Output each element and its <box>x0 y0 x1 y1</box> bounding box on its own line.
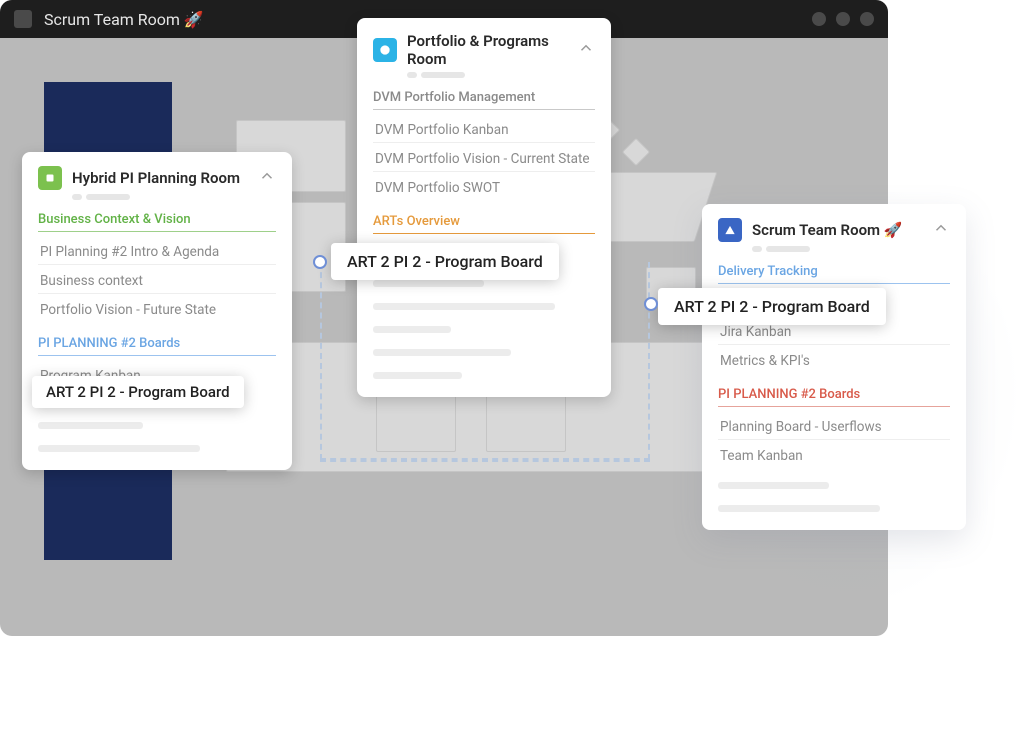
list-item[interactable]: Team Kanban <box>718 444 950 468</box>
collapse-icon[interactable] <box>932 219 950 241</box>
panel-hybrid[interactable]: Hybrid PI Planning Room Business Context… <box>22 152 292 470</box>
breadcrumb-skeleton <box>407 72 595 78</box>
connector-anchor-right <box>644 297 658 311</box>
panel-title: Scrum Team Room 🚀 <box>752 221 922 239</box>
panel-title: Hybrid PI Planning Room <box>72 169 248 187</box>
section-label: PI PLANNING #2 Boards <box>718 387 950 407</box>
list-item[interactable]: Portfolio Vision - Future State <box>38 298 276 322</box>
panel-portfolio[interactable]: Portfolio & Programs Room DVM Portfolio … <box>357 18 611 397</box>
list-item[interactable]: DVM Portfolio Vision - Current State <box>373 147 595 172</box>
window-controls <box>812 12 874 26</box>
breadcrumb-skeleton <box>752 246 950 252</box>
window-control-dot[interactable] <box>860 12 874 26</box>
section-label: PI PLANNING #2 Boards <box>38 336 276 356</box>
room-icon <box>38 166 62 190</box>
room-icon <box>718 218 742 242</box>
list-item[interactable]: Metrics & KPI's <box>718 349 950 373</box>
popout-item-left[interactable]: ART 2 PI 2 - Program Board <box>32 376 244 408</box>
list-item[interactable]: PI Planning #2 Intro & Agenda <box>38 240 276 265</box>
list-item[interactable]: Business context <box>38 269 276 294</box>
panel-title: Portfolio & Programs Room <box>407 32 567 68</box>
breadcrumb-skeleton <box>72 194 276 200</box>
app-icon <box>14 10 32 28</box>
section-label: ARTs Overview <box>373 214 595 234</box>
section-label: Delivery Tracking <box>718 264 950 284</box>
popout-item-right[interactable]: ART 2 PI 2 - Program Board <box>658 288 886 325</box>
popout-item-mid[interactable]: ART 2 PI 2 - Program Board <box>331 243 559 280</box>
window-control-dot[interactable] <box>836 12 850 26</box>
list-item[interactable]: DVM Portfolio SWOT <box>373 176 595 200</box>
section-label: DVM Portfolio Management <box>373 90 595 110</box>
connector-anchor-left <box>313 255 327 269</box>
list-item[interactable]: DVM Portfolio Kanban <box>373 118 595 143</box>
window-control-dot[interactable] <box>812 12 826 26</box>
ghost-lines <box>718 482 950 512</box>
collapse-icon[interactable] <box>577 39 595 61</box>
ghost-lines <box>38 422 276 452</box>
section-label: Business Context & Vision <box>38 212 276 232</box>
room-icon <box>373 38 397 62</box>
connector-line-top <box>320 460 650 462</box>
list-item[interactable]: Planning Board - Userflows <box>718 415 950 440</box>
collapse-icon[interactable] <box>258 167 276 189</box>
connector-line-left <box>320 262 322 460</box>
ghost-lines <box>373 280 595 379</box>
panel-scrum[interactable]: Scrum Team Room 🚀 Delivery Tracking Jira… <box>702 204 966 530</box>
